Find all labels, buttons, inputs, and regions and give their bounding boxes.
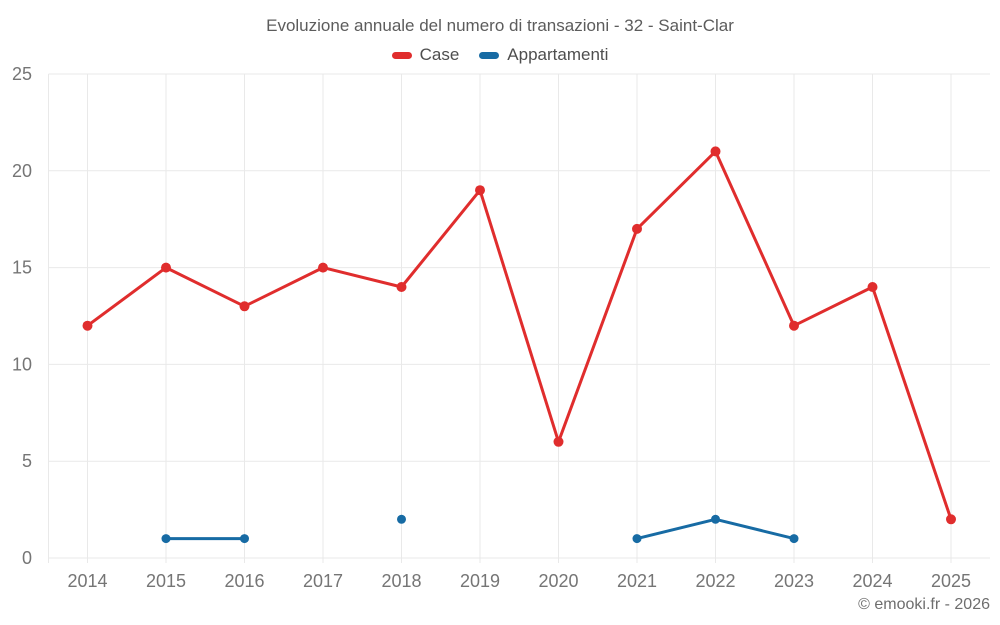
data-point-appartamenti-2023[interactable] (789, 534, 799, 544)
x-axis-tick-label: 2018 (381, 571, 421, 591)
x-axis-tick-label: 2024 (852, 571, 892, 591)
x-axis-tick-label: 2017 (303, 571, 343, 591)
x-axis-tick-label: 2020 (538, 571, 578, 591)
y-axis-tick-label: 25 (12, 64, 32, 84)
x-axis-tick-label: 2021 (617, 571, 657, 591)
y-axis-tick-label: 5 (22, 451, 32, 471)
data-point-case-2022[interactable] (710, 146, 721, 157)
legend-swatch-appartamenti-icon (479, 51, 500, 59)
legend-item-appartamenti[interactable]: Appartamenti (479, 45, 608, 65)
data-point-appartamenti-2018[interactable] (397, 514, 406, 524)
data-point-case-2023[interactable] (789, 320, 799, 331)
legend-item-case[interactable]: Case (391, 45, 460, 65)
x-axis-tick-label: 2022 (695, 571, 735, 591)
data-point-case-2019[interactable] (475, 185, 485, 196)
legend-swatch-case-icon (391, 51, 412, 59)
chart-title: Evoluzione annuale del numero di transaz… (266, 16, 734, 35)
data-point-case-2018[interactable] (396, 282, 407, 292)
x-axis-tick-label: 2016 (224, 571, 264, 591)
data-point-case-2024[interactable] (867, 282, 878, 292)
x-axis-tick-label: 2015 (146, 571, 186, 591)
chart-legend: Case Appartamenti (0, 45, 1000, 65)
y-axis-tick-label: 10 (12, 354, 32, 374)
x-axis-tick-label: 2019 (460, 571, 500, 591)
data-point-case-2017[interactable] (318, 262, 328, 273)
x-axis-tick-label: 2014 (67, 571, 107, 591)
data-point-appartamenti-2016[interactable] (240, 534, 249, 544)
data-point-case-2025[interactable] (946, 514, 956, 525)
series-line-case (86, 149, 953, 521)
x-axis-tick-label: 2023 (774, 571, 814, 591)
data-point-appartamenti-2021[interactable] (632, 534, 642, 544)
y-axis-tick-label: 15 (12, 258, 32, 278)
data-point-case-2016[interactable] (239, 301, 250, 312)
data-point-case-2020[interactable] (553, 436, 564, 447)
legend-label-case: Case (419, 45, 460, 64)
copyright-credit: © emooki.fr - 2026 (858, 596, 990, 613)
data-point-case-2014[interactable] (82, 320, 93, 331)
x-axis-tick-label: 2025 (931, 571, 971, 591)
legend-label-appartamenti: Appartamenti (507, 45, 609, 64)
y-axis-tick-label: 20 (12, 161, 32, 181)
y-axis-tick-label: 0 (22, 548, 32, 568)
data-point-case-2015[interactable] (161, 262, 171, 273)
data-point-case-2021[interactable] (632, 223, 642, 234)
data-point-appartamenti-2015[interactable] (161, 534, 171, 544)
data-point-appartamenti-2022[interactable] (711, 514, 720, 524)
